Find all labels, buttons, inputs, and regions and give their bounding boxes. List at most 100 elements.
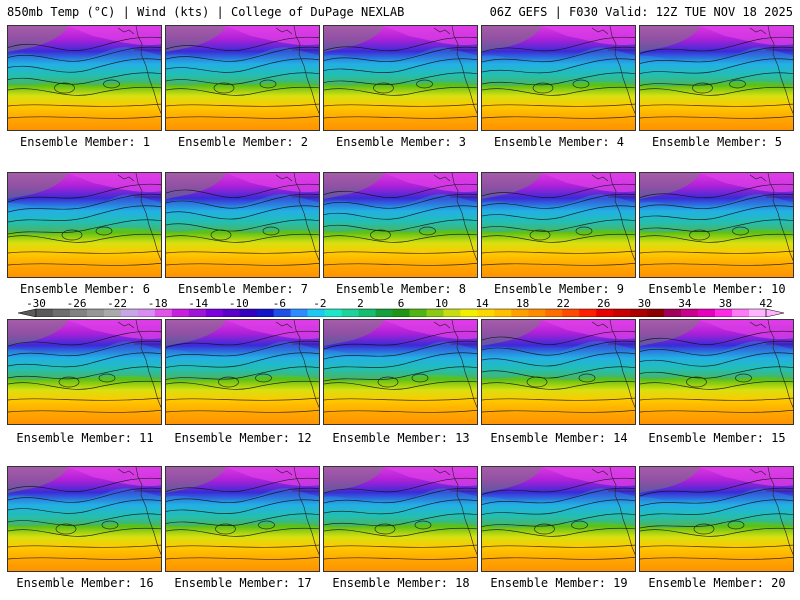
colorbar-tick-label: 22 xyxy=(557,297,570,310)
ensemble-member-map xyxy=(639,172,794,278)
colorbar-segment xyxy=(205,309,224,317)
ensemble-member-label: Ensemble Member: 17 xyxy=(174,576,312,590)
colorbar-tick-label: 38 xyxy=(719,297,732,310)
ensemble-member-label: Ensemble Member: 15 xyxy=(648,431,786,445)
ensemble-member-label: Ensemble Member: 8 xyxy=(335,282,467,296)
colorbar-segment xyxy=(52,309,71,317)
colorbar-tick-label: -26 xyxy=(67,297,87,310)
colorbar-tick-label: 30 xyxy=(638,297,651,310)
ensemble-member-map xyxy=(323,319,478,425)
colorbar-segment xyxy=(596,309,614,317)
ensemble-member-label: Ensemble Member: 20 xyxy=(648,576,786,590)
colorbar-tick-label: 42 xyxy=(759,297,772,310)
colorbar-segment xyxy=(358,309,376,317)
colorbar-segment xyxy=(290,309,308,317)
colorbar-segment xyxy=(477,309,495,317)
colorbar-tick-label: 18 xyxy=(516,297,529,310)
ensemble-member-map xyxy=(323,25,478,131)
colorbar-segment xyxy=(443,309,461,317)
colorbar-segment xyxy=(715,309,733,317)
colorbar-segment xyxy=(732,309,750,317)
ensemble-member-label: Ensemble Member: 14 xyxy=(490,431,628,445)
ensemble-member-label: Ensemble Member: 3 xyxy=(335,135,467,149)
colorbar-segment xyxy=(273,309,291,317)
colorbar-segment xyxy=(307,309,325,317)
colorbar-segment xyxy=(528,309,546,317)
colorbar-tick-label: 10 xyxy=(435,297,448,310)
colorbar-tick-label: -18 xyxy=(148,297,168,310)
colorbar-tick-label: -22 xyxy=(107,297,127,310)
colorbar-segment xyxy=(86,309,105,317)
colorbar-segment xyxy=(630,309,648,317)
ensemble-member-map xyxy=(639,319,794,425)
ensemble-member-map xyxy=(323,172,478,278)
colorbar-tick-label: -6 xyxy=(273,297,286,310)
chart-title: 850mb Temp (°C) | Wind (kts) | College o… xyxy=(7,5,405,19)
ensemble-member-label: Ensemble Member: 6 xyxy=(19,282,151,296)
colorbar-segment xyxy=(120,309,139,317)
colorbar-tick-label: -10 xyxy=(229,297,249,310)
colorbar-tick-label: 6 xyxy=(398,297,405,310)
ensemble-member-map xyxy=(165,25,320,131)
ensemble-member-map xyxy=(165,466,320,572)
colorbar-segment xyxy=(239,309,257,317)
colorbar-segment xyxy=(562,309,580,317)
colorbar-tick-label: -14 xyxy=(188,297,208,310)
colorbar-segment xyxy=(681,309,699,317)
ensemble-member-map xyxy=(639,466,794,572)
colorbar-segment xyxy=(460,309,478,317)
ensemble-member-label: Ensemble Member: 9 xyxy=(493,282,625,296)
colorbar-min-arrow xyxy=(17,308,37,317)
ensemble-member-map xyxy=(323,466,478,572)
ensemble-member-label: Ensemble Member: 5 xyxy=(651,135,783,149)
ensemble-member-map xyxy=(7,25,162,131)
colorbar-segment xyxy=(426,309,444,317)
colorbar-tick-label: -2 xyxy=(313,297,326,310)
colorbar-segment xyxy=(545,309,563,317)
ensemble-member-map xyxy=(481,25,636,131)
colorbar-segment xyxy=(749,309,767,317)
colorbar-segment xyxy=(579,309,597,317)
colorbar-segment xyxy=(409,309,427,317)
colorbar-segment xyxy=(36,309,54,317)
colorbar-segment xyxy=(375,309,393,317)
ensemble-member-label: Ensemble Member: 18 xyxy=(332,576,470,590)
colorbar-max-arrow xyxy=(765,308,785,317)
colorbar-segment xyxy=(103,309,122,317)
ensemble-member-map xyxy=(7,172,162,278)
colorbar-segment xyxy=(664,309,682,317)
ensemble-member-label: Ensemble Member: 4 xyxy=(493,135,625,149)
ensemble-member-label: Ensemble Member: 10 xyxy=(648,282,786,296)
ensemble-member-label: Ensemble Member: 11 xyxy=(16,431,154,445)
ensemble-member-map xyxy=(481,466,636,572)
ensemble-member-label: Ensemble Member: 2 xyxy=(177,135,309,149)
ensemble-member-label: Ensemble Member: 16 xyxy=(16,576,154,590)
ensemble-member-label: Ensemble Member: 13 xyxy=(332,431,470,445)
colorbar-segment xyxy=(494,309,512,317)
colorbar-segment xyxy=(69,309,88,317)
ensemble-member-label: Ensemble Member: 1 xyxy=(19,135,151,149)
ensemble-member-label: Ensemble Member: 7 xyxy=(177,282,309,296)
colorbar-tick-label: 2 xyxy=(357,297,364,310)
colorbar-segment xyxy=(324,309,342,317)
colorbar-segment xyxy=(256,309,274,317)
colorbar-segment xyxy=(137,309,156,317)
colorbar-tick-label: 14 xyxy=(475,297,489,310)
ensemble-member-map xyxy=(481,319,636,425)
ensemble-member-map xyxy=(7,466,162,572)
ensemble-member-map xyxy=(7,319,162,425)
ensemble-member-label: Ensemble Member: 12 xyxy=(174,431,312,445)
colorbar-segment xyxy=(392,309,410,317)
colorbar-segment xyxy=(511,309,529,317)
colorbar-segment xyxy=(222,309,241,317)
colorbar-tick-label: 26 xyxy=(597,297,610,310)
colorbar-segment xyxy=(613,309,631,317)
colorbar-segment xyxy=(647,309,665,317)
ensemble-member-label: Ensemble Member: 19 xyxy=(490,576,628,590)
colorbar-segment xyxy=(188,309,207,317)
ensemble-member-map xyxy=(165,319,320,425)
colorbar-tick-label: 34 xyxy=(678,297,692,310)
model-run-info: 06Z GEFS | F030 Valid: 12Z TUE NOV 18 20… xyxy=(489,5,793,19)
colorbar-segment xyxy=(154,309,173,317)
ensemble-member-map xyxy=(639,25,794,131)
